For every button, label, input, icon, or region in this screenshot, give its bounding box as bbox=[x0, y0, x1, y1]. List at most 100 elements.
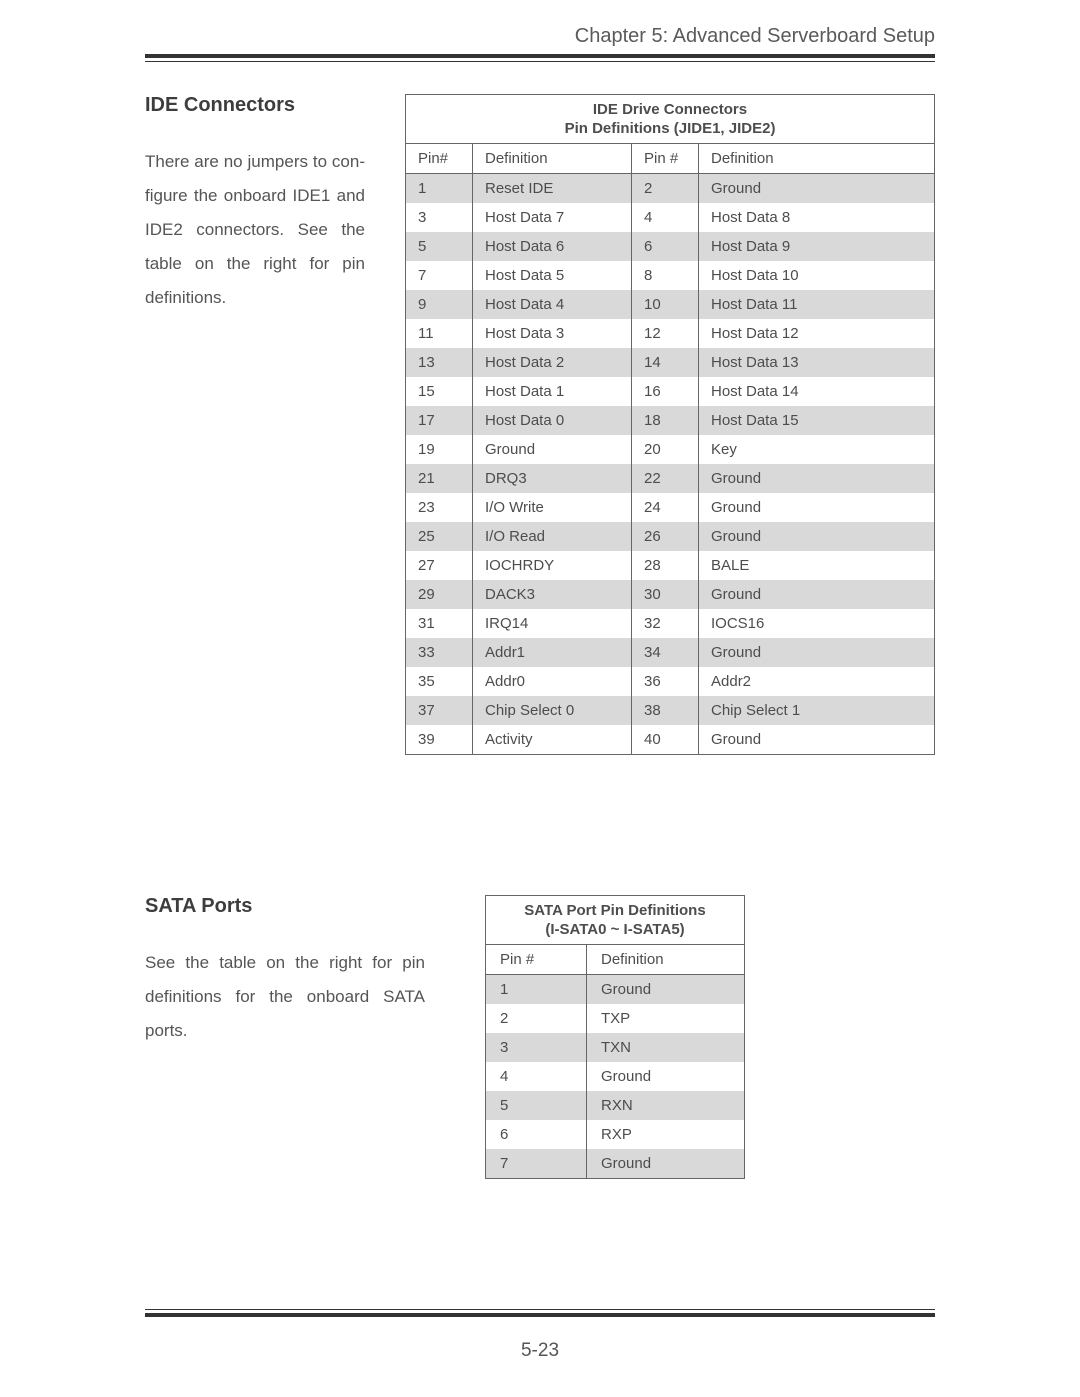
chapter-header: Chapter 5: Advanced Serverboard Setup bbox=[145, 25, 935, 48]
table-row: 13Host Data 214Host Data 13 bbox=[406, 348, 935, 377]
table-cell: 38 bbox=[632, 696, 699, 725]
sata-table-subtitle: (I-SATA0 ~ I-SATA5) bbox=[486, 921, 745, 945]
table-cell: Host Data 7 bbox=[473, 203, 632, 232]
table-cell: 19 bbox=[406, 435, 473, 464]
table-row: 3TXN bbox=[486, 1033, 745, 1062]
table-cell: DRQ3 bbox=[473, 464, 632, 493]
table-cell: 9 bbox=[406, 290, 473, 319]
ide-col-pin-b: Pin # bbox=[632, 144, 699, 174]
ide-col-pin-a: Pin# bbox=[406, 144, 473, 174]
table-row: 25I/O Read26Ground bbox=[406, 522, 935, 551]
table-cell: 25 bbox=[406, 522, 473, 551]
table-cell: 7 bbox=[486, 1149, 587, 1179]
table-cell: 16 bbox=[632, 377, 699, 406]
table-cell: Activity bbox=[473, 725, 632, 755]
header-rule bbox=[145, 54, 935, 62]
table-row: 2TXP bbox=[486, 1004, 745, 1033]
table-row: 15Host Data 116Host Data 14 bbox=[406, 377, 935, 406]
ide-text-column: IDE Connectors There are no jumpers to c… bbox=[145, 94, 365, 315]
sata-heading: SATA Ports bbox=[145, 895, 425, 918]
table-cell: 28 bbox=[632, 551, 699, 580]
table-row: 19Ground20Key bbox=[406, 435, 935, 464]
table-row: 27IOCHRDY28BALE bbox=[406, 551, 935, 580]
table-cell: Ground bbox=[587, 1149, 745, 1179]
table-cell: 8 bbox=[632, 261, 699, 290]
table-cell: Host Data 11 bbox=[699, 290, 935, 319]
table-cell: Host Data 15 bbox=[699, 406, 935, 435]
ide-heading: IDE Connectors bbox=[145, 94, 365, 117]
table-cell: 34 bbox=[632, 638, 699, 667]
sata-table-header-row: Pin # Definition bbox=[486, 945, 745, 975]
table-cell: 29 bbox=[406, 580, 473, 609]
table-cell: Host Data 1 bbox=[473, 377, 632, 406]
table-cell: 4 bbox=[486, 1062, 587, 1091]
page: Chapter 5: Advanced Serverboard Setup ID… bbox=[0, 0, 1080, 1397]
table-cell: Chip Select 1 bbox=[699, 696, 935, 725]
ide-table-title: IDE Drive Connectors bbox=[406, 95, 935, 121]
ide-body-text: There are no jumpers to con­figure the o… bbox=[145, 145, 365, 315]
table-row: 4Ground bbox=[486, 1062, 745, 1091]
table-cell: 17 bbox=[406, 406, 473, 435]
table-cell: 12 bbox=[632, 319, 699, 348]
table-row: 5RXN bbox=[486, 1091, 745, 1120]
table-cell: Ground bbox=[587, 975, 745, 1005]
table-cell: 39 bbox=[406, 725, 473, 755]
table-row: 7Host Data 58Host Data 10 bbox=[406, 261, 935, 290]
table-cell: 22 bbox=[632, 464, 699, 493]
table-row: 9Host Data 410Host Data 11 bbox=[406, 290, 935, 319]
table-cell: 18 bbox=[632, 406, 699, 435]
ide-col-def-a: Definition bbox=[473, 144, 632, 174]
sata-table-subtitle-row: (I-SATA0 ~ I-SATA5) bbox=[486, 921, 745, 945]
table-row: 29DACK330Ground bbox=[406, 580, 935, 609]
ide-section: IDE Connectors There are no jumpers to c… bbox=[145, 94, 935, 755]
table-cell: Ground bbox=[699, 493, 935, 522]
footer-rule bbox=[145, 1309, 935, 1317]
ide-table-title-row: IDE Drive Connectors bbox=[406, 95, 935, 121]
sata-table: SATA Port Pin Definitions (I-SATA0 ~ I-S… bbox=[485, 895, 745, 1179]
ide-table-wrap: IDE Drive Connectors Pin Definitions (JI… bbox=[405, 94, 935, 755]
table-cell: Key bbox=[699, 435, 935, 464]
table-cell: 21 bbox=[406, 464, 473, 493]
table-cell: 37 bbox=[406, 696, 473, 725]
table-cell: Host Data 3 bbox=[473, 319, 632, 348]
table-cell: Chip Select 0 bbox=[473, 696, 632, 725]
table-cell: 2 bbox=[486, 1004, 587, 1033]
table-row: 1Reset IDE2Ground bbox=[406, 174, 935, 204]
table-cell: 36 bbox=[632, 667, 699, 696]
table-cell: Addr0 bbox=[473, 667, 632, 696]
sata-table-wrap: SATA Port Pin Definitions (I-SATA0 ~ I-S… bbox=[485, 895, 775, 1179]
sata-col-pin: Pin # bbox=[486, 945, 587, 975]
sata-section: SATA Ports See the table on the right fo… bbox=[145, 895, 935, 1179]
table-cell: 2 bbox=[632, 174, 699, 204]
table-cell: RXN bbox=[587, 1091, 745, 1120]
table-cell: Host Data 12 bbox=[699, 319, 935, 348]
table-cell: 24 bbox=[632, 493, 699, 522]
table-cell: Host Data 8 bbox=[699, 203, 935, 232]
table-cell: 33 bbox=[406, 638, 473, 667]
table-cell: RXP bbox=[587, 1120, 745, 1149]
table-cell: Ground bbox=[699, 174, 935, 204]
table-cell: Ground bbox=[699, 638, 935, 667]
table-cell: 15 bbox=[406, 377, 473, 406]
table-cell: 5 bbox=[406, 232, 473, 261]
table-cell: Host Data 9 bbox=[699, 232, 935, 261]
table-row: 5Host Data 66Host Data 9 bbox=[406, 232, 935, 261]
table-cell: 30 bbox=[632, 580, 699, 609]
table-cell: 3 bbox=[406, 203, 473, 232]
table-cell: TXN bbox=[587, 1033, 745, 1062]
sata-table-title: SATA Port Pin Definitions bbox=[486, 896, 745, 922]
table-row: 23I/O Write24Ground bbox=[406, 493, 935, 522]
table-cell: TXP bbox=[587, 1004, 745, 1033]
table-cell: Ground bbox=[699, 522, 935, 551]
table-cell: Host Data 0 bbox=[473, 406, 632, 435]
ide-table-subtitle-row: Pin Definitions (JIDE1, JIDE2) bbox=[406, 120, 935, 144]
table-cell: 5 bbox=[486, 1091, 587, 1120]
sata-col-def: Definition bbox=[587, 945, 745, 975]
table-cell: 40 bbox=[632, 725, 699, 755]
table-cell: IOCHRDY bbox=[473, 551, 632, 580]
table-row: 39Activity40Ground bbox=[406, 725, 935, 755]
table-cell: 1 bbox=[486, 975, 587, 1005]
table-cell: 20 bbox=[632, 435, 699, 464]
table-row: 17Host Data 018Host Data 15 bbox=[406, 406, 935, 435]
table-cell: 4 bbox=[632, 203, 699, 232]
